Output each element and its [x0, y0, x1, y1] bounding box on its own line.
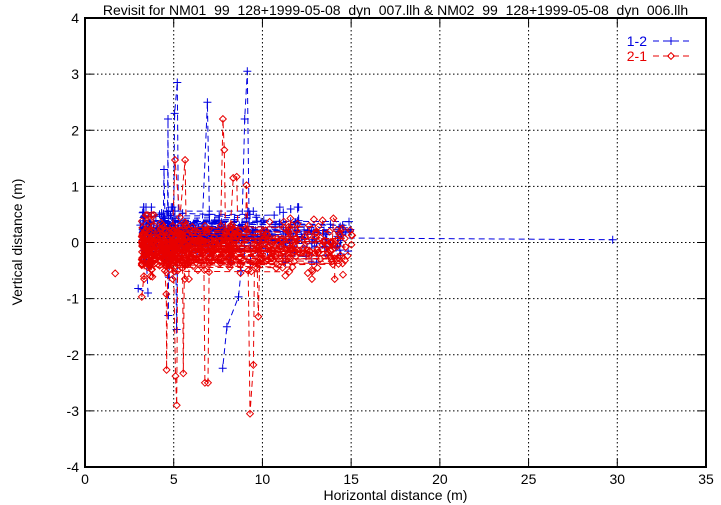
x-axis-label: Horizontal distance (m) [323, 487, 468, 503]
svg-text:20: 20 [432, 471, 448, 487]
svg-text:25: 25 [521, 471, 537, 487]
svg-text:3: 3 [71, 66, 79, 82]
svg-text:35: 35 [698, 471, 714, 487]
svg-text:0: 0 [81, 471, 89, 487]
legend-item-2-1: 2-1 [605, 48, 690, 63]
legend-label-2-1: 2-1 [626, 47, 647, 64]
svg-text:1: 1 [71, 178, 79, 194]
svg-text:2: 2 [71, 122, 79, 138]
svg-text:5: 5 [170, 471, 178, 487]
svg-text:-4: -4 [67, 459, 80, 475]
svg-text:30: 30 [609, 471, 625, 487]
legend: 1-2 2-1 [605, 33, 690, 63]
svg-text:4: 4 [71, 10, 79, 26]
legend-sample-diamond-icon [653, 51, 689, 60]
svg-text:10: 10 [255, 471, 271, 487]
svg-text:0: 0 [71, 235, 79, 251]
svg-text:-3: -3 [67, 403, 80, 419]
chart-title: Revisit for NM01_99_128+1999-05-08_dyn_0… [102, 2, 689, 18]
svg-text:-2: -2 [67, 347, 80, 363]
svg-text:-1: -1 [67, 291, 80, 307]
legend-item-1-2: 1-2 [605, 33, 690, 48]
svg-text:15: 15 [343, 471, 359, 487]
legend-sample-plus-icon [653, 36, 689, 45]
legend-label-1-2: 1-2 [626, 32, 647, 49]
